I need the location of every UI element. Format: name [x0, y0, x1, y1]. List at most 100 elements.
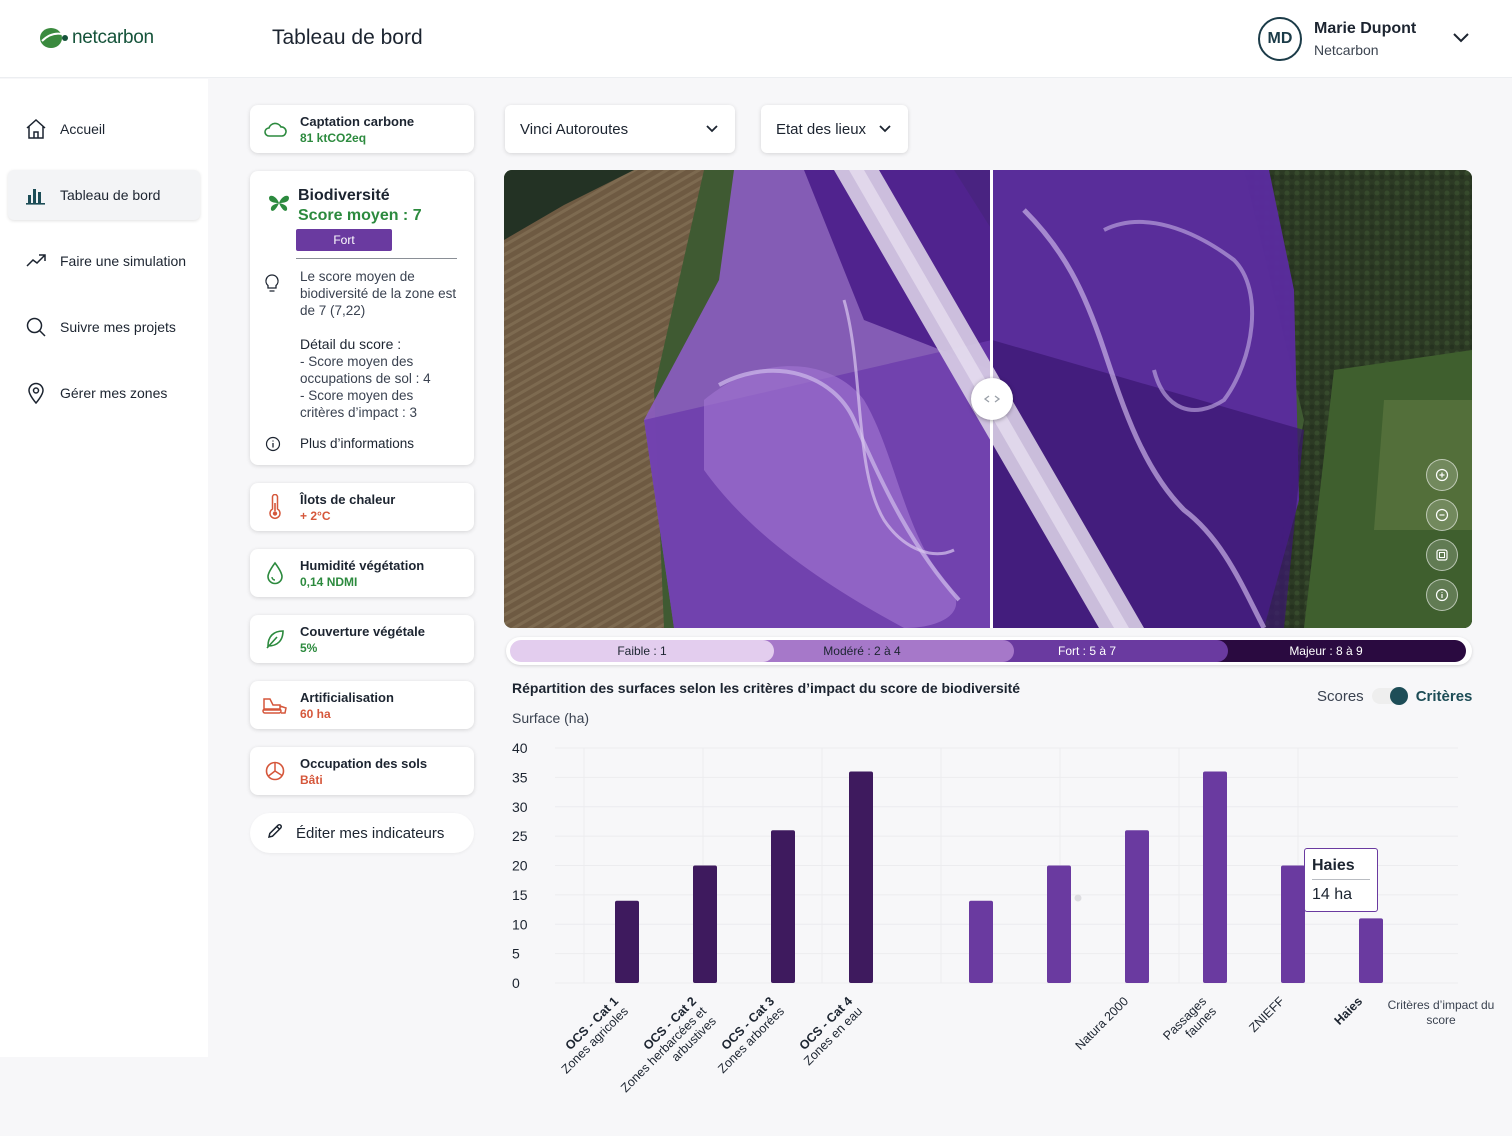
indicator-title: Couverture végétale: [300, 623, 425, 639]
x-tick-label: Haies: [1332, 994, 1366, 1028]
sidebar-item-label: Gérer mes zones: [60, 385, 168, 401]
y-tick-label: 40: [512, 740, 528, 756]
avatar: MD: [1258, 17, 1302, 61]
x-tick-label: OCS - Cat 3Zones arborées: [705, 994, 787, 1076]
biodiversity-score: Score moyen : 7: [298, 207, 422, 224]
indicator-card-carbon[interactable]: Captation carbone 81 ktCO2eq: [250, 105, 474, 153]
toggle-label-scores[interactable]: Scores: [1317, 687, 1364, 705]
chevron-left-right-icon: [983, 395, 1001, 403]
bar: [771, 830, 795, 983]
indicator-title: Îlots de chaleur: [300, 491, 396, 507]
bar: [1203, 771, 1227, 983]
compare-slider-handle[interactable]: [971, 378, 1013, 420]
bar: [1359, 918, 1383, 983]
scores-criteria-toggle[interactable]: Scores Critères: [1317, 685, 1472, 707]
sidebar-item-zones[interactable]: Gérer mes zones: [8, 368, 200, 418]
indicator-card-humidity[interactable]: Humidité végétation 0,14 NDMI: [250, 549, 474, 597]
pencil-icon: [266, 822, 284, 844]
zoom-out-icon: [1435, 508, 1449, 522]
sidebar-item-projets[interactable]: Suivre mes projets: [8, 302, 200, 352]
x-tick-label: Natura 2000: [1073, 994, 1132, 1053]
divider: [296, 258, 457, 259]
indicator-value: 81 ktCO2eq: [300, 130, 367, 145]
bulldozer-icon: [250, 694, 300, 716]
lightbulb-icon: [263, 273, 281, 298]
butterfly-icon: [268, 193, 290, 225]
bar: [693, 865, 717, 983]
sidebar-item-simulation[interactable]: Faire une simulation: [8, 236, 200, 286]
logo-text: netcarbon: [72, 27, 154, 48]
indicator-value: + 2°C: [300, 508, 331, 523]
sidebar-item-label: Suivre mes projets: [60, 319, 176, 335]
user-org: Netcarbon: [1314, 42, 1379, 58]
x-tick-label: ZNIEFF: [1246, 994, 1287, 1035]
x-axis-note: Critères d’impact du score: [1387, 998, 1495, 1027]
bar: [615, 900, 639, 983]
info-icon: [1435, 588, 1449, 602]
zoom-in-button[interactable]: [1426, 459, 1458, 491]
y-tick-label: 25: [512, 828, 528, 844]
biodiversity-legend-bar: Majeur : 8 à 9 Fort : 5 à 7 Modéré : 2 à…: [506, 637, 1472, 665]
satellite-map[interactable]: [504, 170, 1472, 628]
indicator-card-vegetation[interactable]: Couverture végétale 5%: [250, 615, 474, 663]
tooltip-value: 14 ha: [1312, 886, 1353, 903]
zoom-in-icon: [1435, 468, 1449, 482]
chart-title: Répartition des surfaces selon les critè…: [512, 680, 1021, 696]
indicator-card-artificialisation[interactable]: Artificialisation 60 ha: [250, 681, 474, 729]
company-select[interactable]: Vinci Autoroutes: [505, 105, 735, 153]
user-menu[interactable]: MD Marie Dupont Netcarbon: [1258, 17, 1469, 61]
indicator-card-heat[interactable]: Îlots de chaleur + 2°C: [250, 483, 474, 531]
user-name: Marie Dupont: [1314, 20, 1417, 37]
chevron-down-icon: [706, 125, 718, 133]
sidebar-item-accueil[interactable]: Accueil: [8, 104, 200, 154]
water-drop-icon: [250, 561, 300, 585]
netcarbon-logo[interactable]: netcarbon: [38, 26, 154, 50]
more-info-link[interactable]: Plus d’informations: [300, 436, 415, 451]
y-tick-label: 10: [512, 916, 528, 932]
bar: [1281, 865, 1305, 983]
sidebar-item-tableau-de-bord[interactable]: Tableau de bord: [8, 170, 200, 220]
legend-segment-faible: Faible : 1: [510, 640, 774, 662]
pie-icon: [250, 760, 300, 782]
chevron-down-icon: [879, 125, 891, 133]
score-detail-line: - Score moyen des critères d’impact : 3: [300, 388, 418, 420]
y-tick-label: 30: [512, 799, 528, 815]
biodiversity-level-badge: Fort: [296, 229, 392, 251]
map-info-button[interactable]: [1426, 579, 1458, 611]
toggle-label-criteres[interactable]: Critères: [1415, 687, 1473, 705]
score-detail-line: - Score moyen des occupations de sol : 4: [300, 354, 431, 386]
company-select-value: Vinci Autoroutes: [520, 120, 629, 138]
chevron-down-icon[interactable]: [1452, 31, 1470, 43]
toggle-switch[interactable]: [1370, 685, 1410, 707]
legend-segment-majeur: Majeur : 8 à 9: [1186, 640, 1466, 662]
y-tick-label: 5: [512, 946, 520, 962]
x-tick-label: OCS - Cat 1Zones agricoles: [549, 994, 631, 1076]
location-pin-icon: [24, 381, 48, 405]
biodiversity-description: Le score moyen de biodiversité de la zon…: [300, 269, 457, 318]
cloud-icon: [250, 119, 300, 139]
view-select[interactable]: Etat des lieux: [761, 105, 908, 153]
indicator-card-land-use[interactable]: Occupation des sols Bâti: [250, 747, 474, 795]
view-select-value: Etat des lieux: [776, 120, 867, 138]
edit-indicators-label: Éditer mes indicateurs: [296, 824, 445, 842]
zoom-out-button[interactable]: [1426, 499, 1458, 531]
indicator-title: Captation carbone: [300, 113, 415, 129]
bar: [1047, 865, 1071, 983]
y-axis-label: Surface (ha): [512, 710, 590, 726]
indicator-value: Bâti: [300, 772, 323, 787]
search-icon: [24, 315, 48, 339]
legend-segment-fort: Fort : 5 à 7: [946, 640, 1228, 662]
indicator-card-biodiversity[interactable]: Biodiversité Score moyen : 7 Fort Le sco…: [250, 171, 474, 465]
indicator-title: Artificialisation: [300, 689, 394, 705]
y-tick-label: 35: [512, 769, 528, 785]
thermometer-icon: [250, 494, 300, 520]
page-title: Tableau de bord: [272, 26, 423, 49]
edit-indicators-button[interactable]: Éditer mes indicateurs: [250, 813, 474, 853]
indicator-title: Humidité végétation: [300, 557, 425, 573]
trend-up-icon: [24, 249, 48, 273]
sidebar-item-label: Tableau de bord: [60, 187, 161, 203]
map-comparison-view[interactable]: [504, 170, 1472, 628]
fullscreen-button[interactable]: [1426, 539, 1458, 571]
info-icon: [265, 436, 281, 457]
bar: [849, 771, 873, 983]
